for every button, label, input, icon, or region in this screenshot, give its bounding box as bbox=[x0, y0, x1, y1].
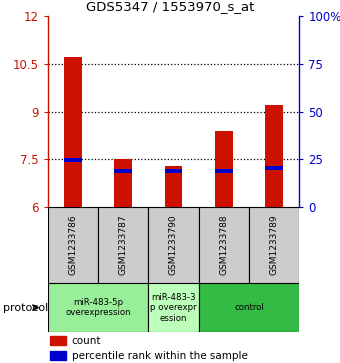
Bar bbox=[64, 57, 82, 207]
Bar bbox=[165, 169, 182, 174]
Bar bbox=[148, 207, 199, 283]
Bar bbox=[114, 169, 132, 174]
Text: GSM1233786: GSM1233786 bbox=[68, 215, 77, 276]
Bar bbox=[265, 166, 283, 170]
Text: miR-483-5p
overexpression: miR-483-5p overexpression bbox=[65, 298, 131, 317]
Text: GSM1233787: GSM1233787 bbox=[119, 215, 128, 276]
Bar bbox=[98, 207, 148, 283]
Text: count: count bbox=[71, 336, 101, 346]
Bar bbox=[50, 351, 67, 360]
Text: control: control bbox=[234, 303, 264, 312]
Bar bbox=[199, 207, 249, 283]
Bar bbox=[148, 283, 199, 332]
Bar bbox=[199, 283, 299, 332]
Bar bbox=[215, 131, 233, 207]
Bar bbox=[64, 158, 82, 162]
Text: protocol: protocol bbox=[3, 303, 49, 313]
Bar bbox=[249, 207, 299, 283]
Text: GSM1233790: GSM1233790 bbox=[169, 215, 178, 276]
Bar bbox=[265, 105, 283, 207]
Text: miR-483-3
p overexpr
ession: miR-483-3 p overexpr ession bbox=[150, 293, 197, 323]
Bar bbox=[48, 283, 148, 332]
Bar bbox=[215, 169, 233, 174]
Text: percentile rank within the sample: percentile rank within the sample bbox=[71, 351, 248, 360]
Bar bbox=[50, 337, 67, 345]
Bar bbox=[114, 159, 132, 207]
Bar bbox=[48, 207, 98, 283]
Bar bbox=[165, 166, 182, 207]
FancyArrowPatch shape bbox=[33, 305, 38, 310]
Text: GSM1233789: GSM1233789 bbox=[270, 215, 278, 276]
Text: GDS5347 / 1553970_s_at: GDS5347 / 1553970_s_at bbox=[86, 0, 254, 13]
Text: GSM1233788: GSM1233788 bbox=[219, 215, 228, 276]
